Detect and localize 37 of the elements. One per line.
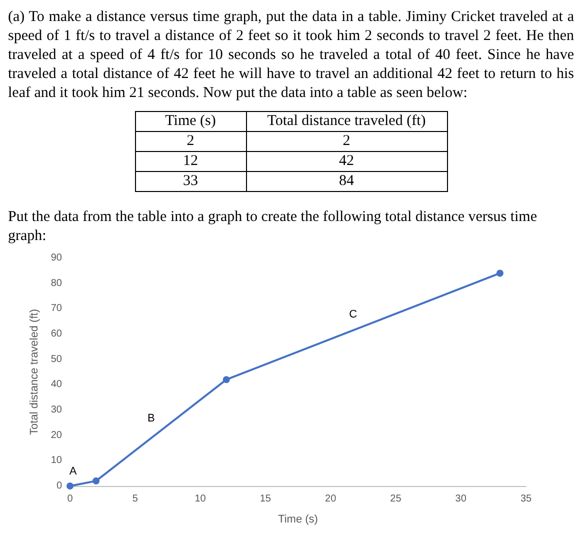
- text: 42: [246, 152, 447, 172]
- annotation: C: [349, 308, 358, 320]
- annotation: A: [69, 465, 78, 478]
- text: 33: [135, 172, 246, 192]
- x-tick-label: 35: [520, 494, 532, 504]
- x-tick-label: 25: [390, 494, 402, 504]
- point: [92, 477, 100, 484]
- y-tick-label: 80: [50, 278, 62, 289]
- y-axis-title: Total distance traveled (ft): [28, 309, 40, 435]
- y-tick-label: 90: [50, 252, 62, 264]
- y-tick-label: 60: [50, 328, 62, 340]
- text: Time (s): [135, 112, 246, 132]
- y-tick-label: 0: [56, 480, 62, 492]
- y-tick-label: 20: [50, 430, 62, 441]
- y-tick-label: 30: [50, 404, 62, 416]
- x-axis-title: Time (s): [278, 514, 318, 526]
- x-tick-label: 0: [67, 494, 74, 504]
- x-tick-label: 15: [260, 494, 272, 504]
- y-tick-label: 10: [50, 455, 62, 466]
- y-tick-label: 70: [50, 303, 62, 314]
- text: 2: [135, 132, 246, 152]
- x-tick-label: 5: [132, 494, 138, 504]
- annotation: B: [148, 412, 155, 424]
- text: Total distance traveled (ft): [246, 112, 447, 132]
- y-tick-label: 50: [50, 354, 62, 365]
- point: [222, 376, 230, 384]
- y-tick-label: 40: [50, 379, 62, 390]
- text: 12: [135, 152, 246, 172]
- x-tick-label: 10: [194, 494, 206, 504]
- text: Put the data from the table into a graph to create the following total distance versus time graph:: [8, 208, 538, 246]
- point: [496, 270, 504, 277]
- text: (a) To make a distance versus time graph, put the data in a table. Jiminy Cricket traveled at a speed of 1 ft/s to travel a distance of 2 feet so it took him 2 seconds to travel 2 feet. He then traveled at a speed of 4 ft/s for 10 seconds so he traveled a total of 40 feet. Since he have traveled a total distance of 42 feet he will have to travel an additional 42 feet to return to his leaf and it took him 21 seconds. Now put the data into a table as seen below:: [8, 8, 574, 103]
- x-tick-label: 30: [455, 494, 467, 504]
- point: [66, 482, 74, 490]
- x-tick-label: 20: [325, 494, 337, 504]
- text: 2: [246, 132, 447, 152]
- text: 84: [246, 172, 447, 192]
